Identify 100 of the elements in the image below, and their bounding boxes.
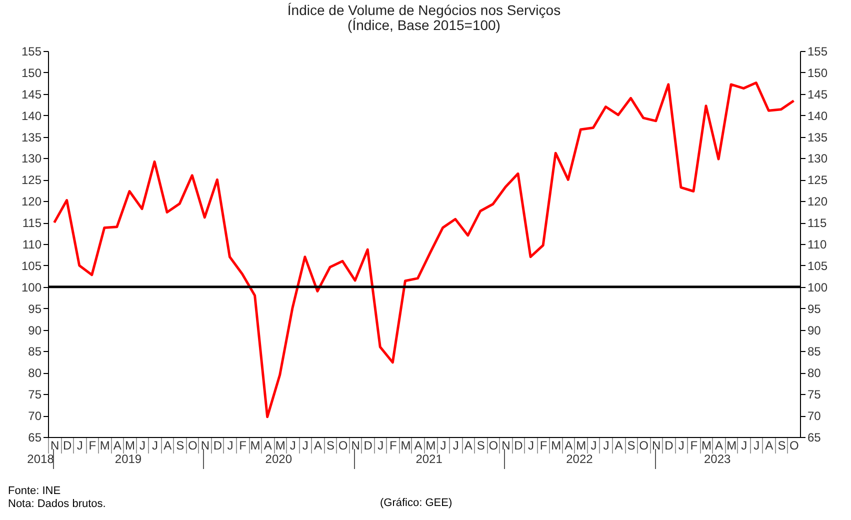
x-tick-label: J <box>302 438 308 452</box>
x-tick-label: M <box>702 438 712 452</box>
y2-tick-label: 105 <box>808 258 828 273</box>
y-tick-label: 65 <box>28 430 42 444</box>
x-tick-label: D <box>364 438 373 452</box>
y2-tick-label: 140 <box>808 108 828 123</box>
x-tick-label: M <box>250 438 260 452</box>
x-tick-label: M <box>275 438 286 452</box>
y-tick-label: 115 <box>22 216 42 230</box>
x-tick-label: S <box>778 438 786 452</box>
x-tick-label: A <box>414 438 422 452</box>
y-tick-label: 130 <box>21 152 42 166</box>
x-tick-label: A <box>614 438 623 452</box>
x-tick-label: A <box>164 438 172 452</box>
x-tick-label: J <box>452 438 459 452</box>
y-tick-label: 155 <box>21 44 42 58</box>
x-tick-label: F <box>540 438 548 452</box>
x-tick-label: M <box>576 438 586 452</box>
source-note: Fonte: INE <box>8 485 61 497</box>
x-tick-label: J <box>590 438 597 452</box>
x-tick-label: J <box>678 438 684 452</box>
x-tick-label: F <box>690 438 698 452</box>
x-tick-label: S <box>326 438 335 452</box>
x-tick-label: N <box>351 438 360 452</box>
y-tick-label: 125 <box>21 173 42 188</box>
x-tick-label: J <box>290 438 296 452</box>
y2-tick-label: 120 <box>808 194 828 209</box>
y-tick-label: 135 <box>21 130 42 144</box>
y-tick-label: 90 <box>28 323 42 338</box>
y2-tick-label: 130 <box>808 152 828 166</box>
x-tick-label: J <box>76 438 83 452</box>
text: 2020 <box>265 452 292 466</box>
x-tick-label: J <box>440 438 446 452</box>
x-tick-label: O <box>188 438 198 452</box>
x-tick-label: J <box>603 438 610 452</box>
text: Nota: Dados brutos. <box>8 498 106 510</box>
x-tick-label: J <box>528 438 534 452</box>
y2-tick-label: 110 <box>808 238 827 252</box>
x-tick-label: A <box>765 438 774 452</box>
x-tick-label: D <box>664 438 674 452</box>
text: 2018 <box>27 452 54 466</box>
text: 2021 <box>416 452 442 466</box>
x-tick-label: S <box>176 438 184 452</box>
x-tick-label: J <box>378 438 384 452</box>
x-tick-label: J <box>140 438 146 452</box>
x-tick-label: A <box>314 438 322 452</box>
x-tick-label: O <box>790 438 799 452</box>
y2-tick-label: 100 <box>808 280 828 294</box>
x-tick-label: O <box>338 438 348 452</box>
x-tick-label: M <box>400 438 411 452</box>
line-series <box>53 81 795 418</box>
y-tick-label: 145 <box>21 87 42 102</box>
text: 2019 <box>114 452 142 466</box>
y2-tick-label: 90 <box>808 323 822 338</box>
x-tick-label: J <box>227 438 234 452</box>
x-tick-label: M <box>124 438 135 452</box>
x-tick-label: J <box>741 438 748 452</box>
y-tick-label: 95 <box>28 302 42 316</box>
x-tick-label: D <box>514 438 524 452</box>
x-tick-label: A <box>564 438 573 452</box>
y2-tick-label: 85 <box>808 344 822 359</box>
chart-subtitle: (Índice, Base 2015=100) <box>348 17 500 33</box>
y2-tick-label: 70 <box>808 409 822 424</box>
y2-tick-label: 135 <box>808 130 828 144</box>
x-tick-label: M <box>100 438 110 452</box>
x-tick-label: J <box>152 438 158 452</box>
x-tick-label: F <box>88 438 96 452</box>
x-tick-label: N <box>502 438 510 452</box>
y-tick-label: 70 <box>28 409 42 424</box>
x-tick-label: A <box>264 438 272 452</box>
y-tick-label: 120 <box>21 194 42 209</box>
x-tick-label: A <box>715 438 724 452</box>
y2-tick-label: 65 <box>808 430 822 444</box>
x-tick-label: M <box>426 438 436 452</box>
y2-tick-label: 145 <box>808 87 828 102</box>
x-tick-label: A <box>113 438 122 452</box>
y2-tick-label: 95 <box>808 302 822 316</box>
text: 2023 <box>704 452 731 466</box>
y2-tick-label: 150 <box>808 66 828 80</box>
x-tick-label: D <box>62 438 72 452</box>
y-tick-label: 150 <box>21 66 42 80</box>
x-tick-label: N <box>200 438 210 452</box>
text: 2022 <box>566 452 593 466</box>
x-tick-label: M <box>551 438 562 452</box>
x-tick-label: M <box>726 438 737 452</box>
y2-tick-label: 75 <box>808 388 822 402</box>
x-tick-label: D <box>213 438 222 452</box>
y2-tick-label: 125 <box>808 173 828 188</box>
x-tick-label: F <box>389 438 397 452</box>
y-tick-label: 80 <box>28 366 42 380</box>
text: (Gráfico: GEE) <box>380 497 452 509</box>
x-tick-label: N <box>50 438 60 452</box>
chart-title: Índice de Volume de Negócios nos Serviços <box>287 2 561 18</box>
x-tick-label: S <box>476 438 485 452</box>
y-tick-label: 110 <box>22 238 42 252</box>
x-tick-label: N <box>652 438 661 452</box>
y-tick-label: 140 <box>21 108 42 123</box>
x-tick-label: S <box>627 438 636 452</box>
y-tick-label: 75 <box>28 388 42 402</box>
y2-tick-label: 80 <box>808 366 822 380</box>
